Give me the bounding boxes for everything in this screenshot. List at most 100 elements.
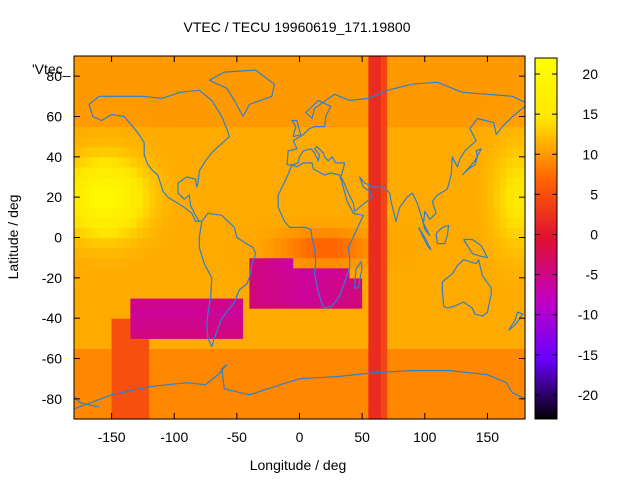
heat-cell	[412, 166, 420, 178]
heat-cell	[224, 257, 232, 269]
heat-cell	[380, 66, 388, 77]
heat-cell	[474, 66, 482, 77]
heat-cell	[380, 247, 388, 259]
heat-cell	[312, 328, 319, 339]
heat-cell	[518, 197, 526, 208]
heat-cell	[330, 388, 338, 400]
heat-cell	[343, 187, 351, 198]
heat-cell	[243, 116, 250, 128]
heat-cell	[362, 187, 369, 198]
heat-cell	[186, 156, 194, 168]
heat-cell	[456, 308, 463, 319]
heat-cell	[481, 378, 489, 390]
heat-cell	[456, 96, 463, 108]
heat-cell	[105, 298, 113, 309]
heat-cell	[337, 277, 344, 289]
heat-cell	[224, 146, 232, 158]
coastline-path	[198, 212, 257, 347]
heat-cell	[74, 328, 81, 339]
heat-cell	[193, 187, 200, 198]
heat-cell	[312, 106, 319, 118]
heat-cell	[274, 177, 282, 188]
heat-cell	[243, 298, 250, 309]
heat-cell	[512, 156, 520, 168]
heat-cell	[124, 66, 131, 77]
heat-cell	[374, 126, 382, 138]
heat-cell	[249, 227, 257, 239]
heat-cell	[368, 217, 376, 229]
heat-cell	[174, 66, 182, 77]
heat-cell	[161, 187, 169, 198]
heat-cell	[255, 227, 263, 239]
heat-cell	[330, 378, 338, 390]
heat-cell	[99, 277, 106, 289]
heat-cell	[180, 197, 188, 208]
heat-cell	[230, 187, 238, 198]
heat-cell	[318, 187, 326, 198]
heat-cell	[312, 368, 319, 380]
heat-cell	[230, 287, 238, 299]
heat-cell	[224, 358, 232, 370]
heat-cell	[255, 318, 263, 329]
heat-cell	[186, 187, 194, 198]
heat-cell	[462, 187, 470, 198]
heat-cell	[468, 116, 476, 128]
colorbar-tick-label: 10	[582, 146, 598, 162]
heat-cell	[92, 338, 100, 350]
heat-cell	[468, 66, 476, 77]
plot-area	[73, 55, 526, 420]
heat-cell	[431, 368, 438, 380]
heat-cell	[349, 318, 357, 329]
heat-cell	[437, 207, 445, 218]
heat-cell	[431, 66, 438, 77]
heat-cell	[186, 76, 194, 87]
y-tick-label: -40	[42, 310, 62, 326]
heat-cell	[324, 408, 332, 420]
heat-cell	[449, 257, 457, 269]
heat-cell	[230, 358, 238, 370]
heat-cell	[431, 116, 438, 128]
heat-cell	[424, 177, 432, 188]
heat-cell	[142, 358, 150, 370]
heat-cell	[261, 146, 269, 158]
heat-cell	[255, 86, 263, 97]
heat-cell	[506, 177, 514, 188]
heat-cell	[393, 96, 401, 108]
heat-cell	[318, 308, 326, 319]
heat-cell	[437, 126, 445, 138]
heat-cell	[324, 136, 332, 148]
heat-cell	[286, 96, 294, 108]
heat-cell	[343, 388, 351, 400]
heat-cell	[74, 106, 81, 118]
heat-cell	[130, 207, 138, 218]
heat-cell	[236, 348, 244, 360]
heat-cell	[412, 318, 420, 329]
heat-cell	[443, 207, 451, 218]
heat-cell	[149, 56, 157, 67]
heat-cell	[211, 277, 219, 289]
coastline-path	[441, 259, 492, 317]
heat-cell	[493, 378, 501, 390]
heat-cell	[167, 308, 175, 319]
heat-cell	[405, 237, 413, 249]
heat-cell	[337, 156, 344, 168]
heat-cell	[418, 287, 426, 299]
heat-cell	[105, 237, 113, 249]
heat-cell	[456, 56, 463, 67]
heat-cell	[493, 227, 501, 239]
heat-cell	[318, 247, 326, 259]
heat-cell	[349, 156, 357, 168]
heat-cell	[124, 298, 131, 309]
heat-cell	[130, 56, 138, 67]
heat-cell	[512, 227, 520, 239]
heat-cell	[474, 247, 482, 259]
heat-cell	[236, 217, 244, 229]
heat-cell	[318, 358, 326, 370]
heat-cell	[393, 368, 401, 380]
heat-cell	[274, 328, 282, 339]
heat-cell	[431, 197, 438, 208]
heat-cell	[142, 227, 150, 239]
heat-cell	[74, 76, 81, 87]
heat-cell	[481, 338, 489, 350]
heat-cell	[274, 287, 282, 299]
